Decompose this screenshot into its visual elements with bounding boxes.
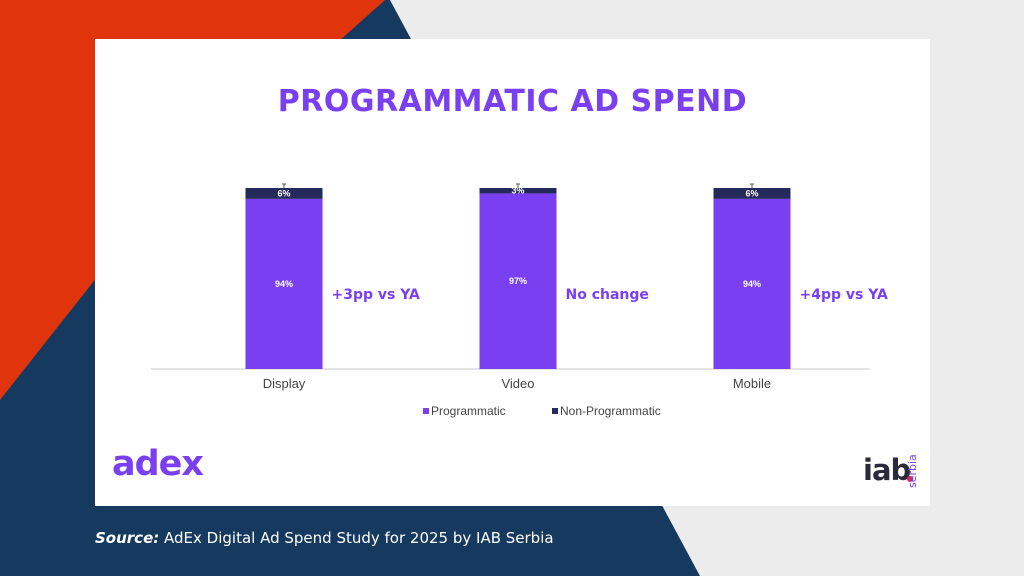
bar-video-programmatic — [479, 193, 557, 369]
legend-swatch — [423, 408, 429, 414]
data-label: 6% — [277, 188, 290, 198]
data-label: 3% — [511, 186, 524, 196]
legend-swatch — [552, 408, 558, 414]
change-annotation: +4pp vs YA — [800, 287, 889, 303]
category-label: Display — [263, 376, 306, 391]
category-label: Mobile — [733, 376, 771, 391]
bar-video-non-programmatic — [479, 188, 557, 194]
data-label: 6% — [745, 188, 758, 198]
data-label: 97% — [509, 276, 527, 286]
iab-logo-dot — [907, 476, 913, 482]
adex-logo: adex — [112, 444, 204, 484]
source-note: Source: AdEx Digital Ad Spend Study for … — [95, 529, 554, 547]
change-annotation: +3pp vs YA — [332, 287, 421, 303]
bar-display-programmatic — [245, 198, 323, 369]
iab-serbia-logo: iab serbia — [863, 437, 923, 497]
iab-logo-text: iab — [863, 453, 911, 487]
data-label: 94% — [743, 279, 761, 289]
iab-logo-subtext: serbia — [906, 454, 919, 488]
legend-label: Non-Programmatic — [560, 404, 661, 418]
legend-label: Programmatic — [431, 404, 506, 418]
source-text: AdEx Digital Ad Spend Study for 2025 by … — [164, 529, 554, 547]
stacked-bar-chart: 94% 6% Display +3pp vs YA 97% 3% Video No chang… — [151, 183, 889, 418]
category-label: Video — [501, 376, 534, 391]
data-label: 94% — [275, 279, 293, 289]
change-annotation: No change — [566, 287, 649, 303]
bar-display-non-programmatic — [245, 188, 323, 199]
source-label: Source: — [95, 529, 160, 547]
chart-title: PROGRAMMATIC AD SPEND — [277, 84, 748, 119]
bar-mobile-non-programmatic — [713, 188, 791, 199]
slide-card: PROGRAMMATIC AD SPEND 94% 6% Display +3pp v… — [95, 39, 930, 506]
bar-mobile-programmatic — [713, 198, 791, 369]
